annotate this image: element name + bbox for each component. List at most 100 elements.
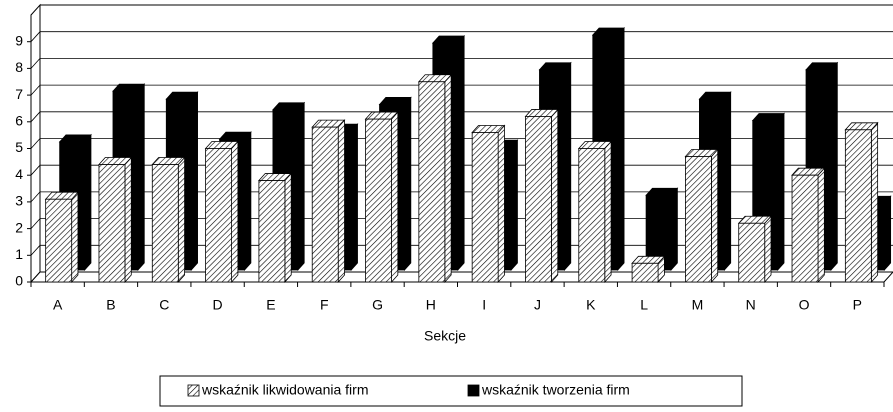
bar-front (844, 129, 872, 283)
bar-side (564, 61, 572, 272)
y-tick-label: 4 (15, 166, 23, 182)
bar (737, 215, 772, 284)
y-tick-label: 7 (15, 86, 23, 102)
bar-top (44, 191, 79, 200)
bar-top (204, 141, 239, 149)
x-tick-label: G (372, 297, 383, 313)
bar-front (791, 174, 819, 283)
bar (44, 191, 79, 284)
y-tick-label: 5 (15, 139, 23, 155)
bar-side (604, 140, 612, 284)
bar-side (297, 101, 305, 272)
bar-front (631, 262, 659, 283)
bar-front (471, 132, 499, 283)
bar-front (418, 81, 446, 283)
bar-side (510, 139, 518, 272)
x-tick-label: O (799, 297, 810, 313)
bar-top (364, 111, 399, 120)
x-axis-label: Sekcje (424, 328, 466, 344)
x-tick-label: I (482, 297, 486, 313)
bar-side (231, 140, 239, 284)
x-tick-label: H (426, 297, 436, 313)
bar-side (444, 73, 452, 284)
x-tick-label: B (106, 297, 115, 313)
bar-top (684, 149, 719, 157)
bar-top (737, 215, 772, 224)
bar-top (524, 109, 559, 117)
bar-side (711, 148, 719, 284)
bar-top (791, 167, 826, 176)
x-tick-label: L (640, 297, 648, 313)
bar (417, 73, 453, 284)
legend-box (159, 375, 743, 407)
x-tick-label: C (159, 297, 169, 313)
bar-side (870, 121, 879, 284)
bar-side (190, 91, 198, 272)
legend-swatch (187, 384, 200, 397)
x-tick-label: M (692, 297, 704, 313)
bar-top (151, 157, 186, 165)
bar-side (350, 123, 358, 272)
bar-side (497, 124, 505, 284)
bar-side (764, 215, 772, 284)
bar-top (577, 141, 612, 149)
y-tick-label: 3 (15, 193, 23, 209)
bar-side (817, 167, 825, 284)
bar-side (830, 61, 838, 272)
y-tick-label: 9 (15, 32, 23, 48)
x-tick-label: P (853, 297, 862, 313)
bar-top (631, 255, 666, 264)
bar-side (71, 191, 79, 284)
y-tick-label: 2 (15, 219, 23, 235)
bar (311, 119, 346, 284)
bar (631, 255, 666, 284)
bar (204, 140, 239, 284)
bar-top (258, 173, 293, 181)
bar-side (177, 156, 185, 284)
bar-side (404, 96, 412, 272)
bar-top (471, 125, 506, 133)
y-tick-label: 6 (15, 113, 23, 129)
y-tick-label: 0 (15, 273, 23, 289)
bar-side (337, 119, 345, 284)
bar-front (311, 126, 339, 283)
bar-side (284, 172, 292, 284)
bar-top (311, 119, 346, 128)
bar-side (617, 26, 625, 272)
x-tick-label: D (213, 297, 223, 313)
bar-front (365, 118, 392, 283)
legend-label: wskaźnik likwidowania firm (201, 382, 369, 398)
x-tick-label: N (746, 297, 756, 313)
x-tick-label: E (266, 297, 275, 313)
bar (577, 140, 612, 284)
x-tick-label: K (586, 297, 596, 313)
bar (524, 108, 559, 284)
bar (844, 121, 879, 284)
bar (258, 172, 293, 284)
bar-front (98, 164, 126, 283)
bar-side (670, 187, 678, 272)
bar-front (258, 180, 286, 283)
bar-side (244, 131, 252, 272)
bar-front (151, 164, 179, 283)
legend-swatch (467, 384, 480, 397)
bar (98, 156, 133, 284)
x-tick-label: J (534, 297, 541, 313)
bar-side (124, 156, 132, 284)
bar-top (98, 157, 133, 165)
bar (364, 111, 399, 284)
y-tick-label: 1 (15, 246, 23, 262)
bar (684, 148, 719, 284)
bar-top (844, 122, 879, 131)
bar-side (391, 111, 399, 284)
bar (791, 167, 826, 284)
bar-side (724, 91, 732, 272)
y-tick-label: 8 (15, 59, 23, 75)
bar-front (578, 148, 606, 283)
x-tick-label: F (320, 297, 329, 313)
bar-front (685, 156, 712, 283)
bar-front (45, 198, 73, 283)
bar-side (137, 83, 145, 272)
bar-top (417, 74, 453, 83)
